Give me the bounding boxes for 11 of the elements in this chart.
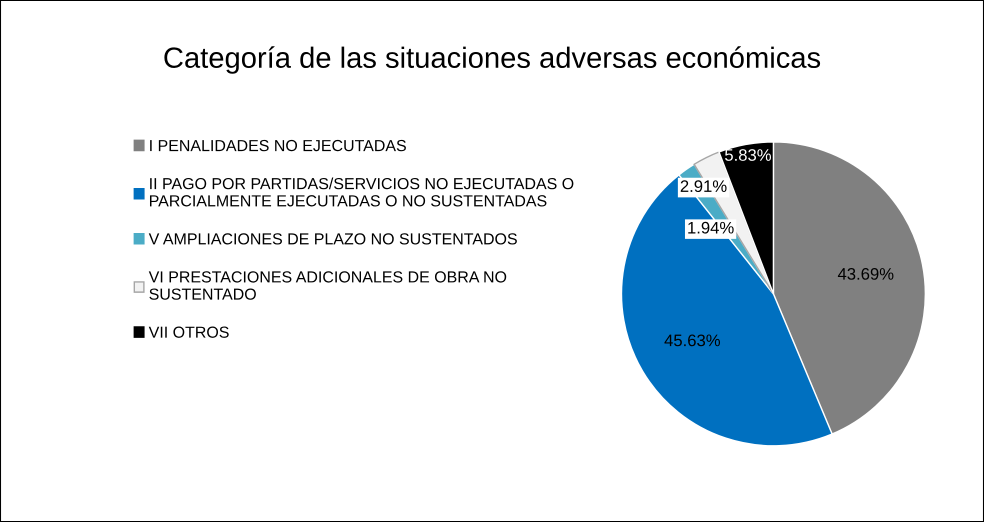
legend-label: I PENALIDADES NO EJECUTADAS: [150, 140, 406, 152]
data-label: 43.69%: [838, 268, 894, 280]
data-label: 1.94%: [688, 222, 734, 234]
chart-title: Categoría de las situaciones adversas económicas: [164, 46, 820, 74]
data-label: 45.63%: [664, 334, 720, 346]
legend-label: VII OTROS: [148, 326, 229, 338]
data-label: 5.83%: [725, 149, 772, 161]
legend-label: V AMPLIACIONES DE PLAZO NO SUSTENTADOS: [148, 233, 517, 245]
legend-label: VI PRESTACIONES ADICIONALES DE OBRA NO SUSTENTADO: [148, 271, 506, 300]
legend-label: II PAGO POR PARTIDAS/SERVICIOS NO EJECUTADAS O PARCIALMENTE EJECUTADAS O NO SUSTENTADAS: [150, 178, 574, 206]
data-label: 2.91%: [680, 180, 727, 192]
